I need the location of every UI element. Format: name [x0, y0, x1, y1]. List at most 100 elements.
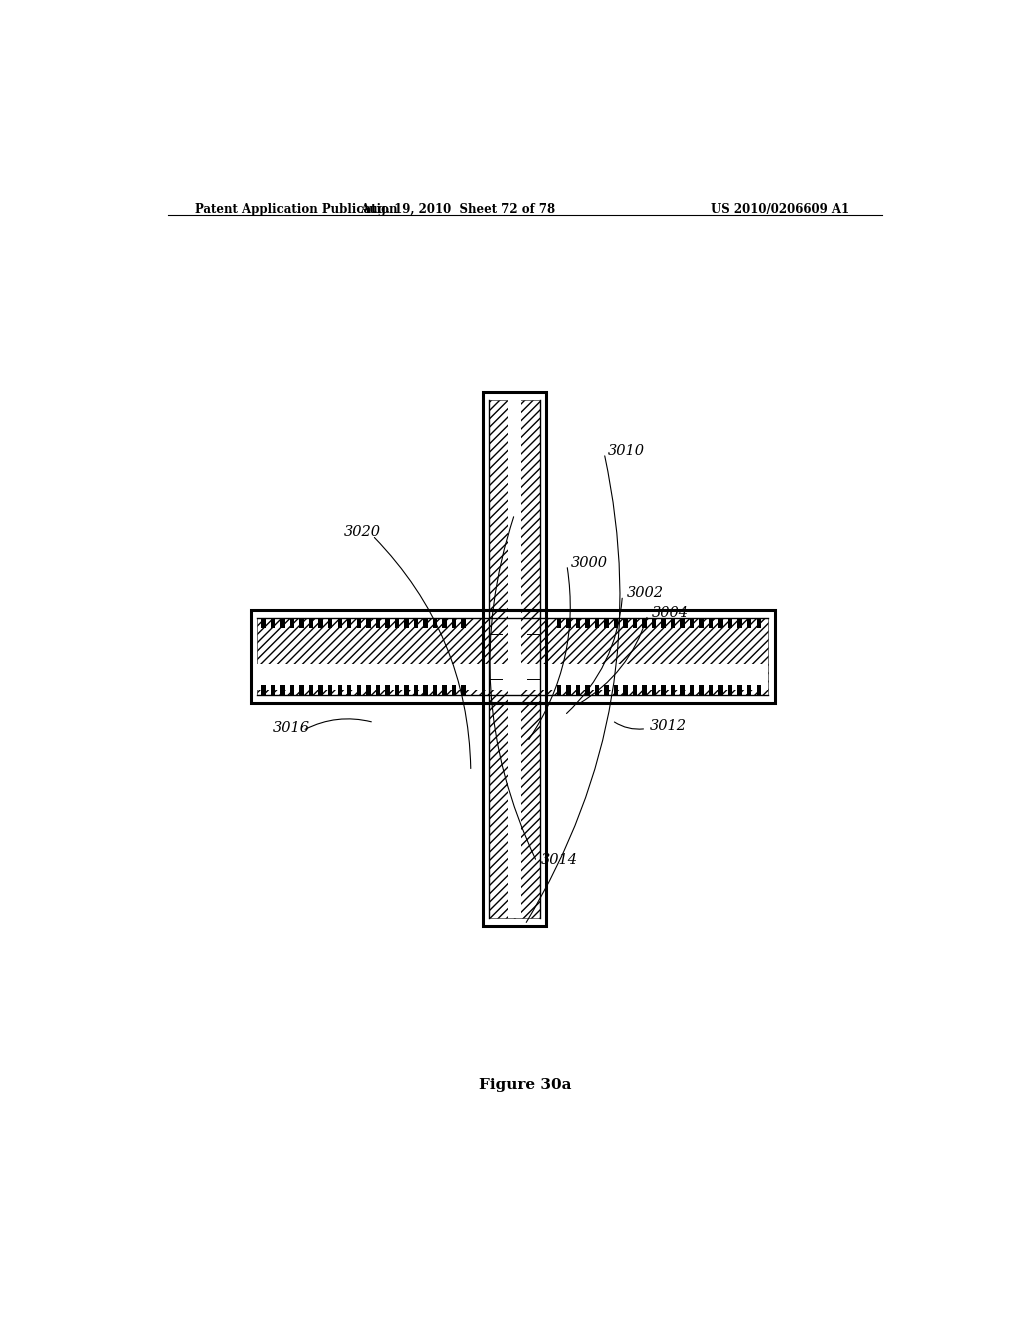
Text: 3004: 3004	[652, 606, 689, 619]
Bar	[290, 685, 294, 696]
Bar	[652, 685, 656, 696]
Bar	[585, 685, 590, 696]
Bar	[737, 685, 742, 696]
Bar	[309, 618, 313, 628]
Bar	[318, 685, 323, 696]
Bar	[338, 618, 342, 628]
Bar	[624, 618, 628, 628]
Bar	[376, 618, 380, 628]
Bar	[356, 685, 361, 696]
Bar	[414, 618, 418, 628]
Text: 3010: 3010	[608, 444, 645, 458]
Bar	[328, 685, 333, 696]
Bar	[595, 618, 599, 628]
Bar	[709, 618, 714, 628]
Bar	[575, 618, 580, 628]
Bar	[566, 618, 570, 628]
Bar	[642, 618, 647, 628]
Bar	[251, 610, 775, 704]
Bar	[299, 618, 304, 628]
Bar	[257, 618, 489, 696]
Bar	[462, 618, 466, 628]
Bar	[482, 704, 546, 925]
Text: 3020: 3020	[344, 525, 381, 540]
Bar	[404, 618, 409, 628]
Bar	[309, 685, 313, 696]
Bar	[394, 685, 399, 696]
Bar	[318, 618, 323, 628]
Bar	[257, 664, 768, 690]
Bar	[604, 618, 608, 628]
Bar	[270, 618, 275, 628]
Bar	[699, 685, 703, 696]
Text: 3002: 3002	[627, 586, 664, 601]
Bar	[367, 618, 371, 628]
Bar	[575, 685, 580, 696]
Bar	[757, 685, 761, 696]
Bar	[690, 685, 694, 696]
Bar	[394, 618, 399, 628]
Bar	[585, 618, 590, 628]
Bar	[270, 685, 275, 696]
Bar	[452, 618, 457, 628]
Bar	[356, 618, 361, 628]
Bar	[376, 685, 380, 696]
Text: 3016: 3016	[273, 721, 310, 735]
Bar	[728, 685, 732, 696]
Bar	[699, 618, 703, 628]
Bar	[613, 685, 618, 696]
Bar	[290, 618, 294, 628]
Bar	[652, 618, 656, 628]
Bar	[642, 685, 647, 696]
Bar	[557, 685, 561, 696]
Text: 3012: 3012	[650, 718, 687, 733]
Bar	[423, 685, 428, 696]
Bar	[662, 618, 666, 628]
Bar	[662, 685, 666, 696]
Bar	[385, 618, 389, 628]
Text: Patent Application Publication: Patent Application Publication	[196, 202, 398, 215]
Bar	[737, 618, 742, 628]
Bar	[404, 685, 409, 696]
Bar	[367, 685, 371, 696]
Text: US 2010/0206609 A1: US 2010/0206609 A1	[712, 202, 850, 215]
Bar	[709, 685, 714, 696]
Bar	[251, 610, 775, 704]
Bar	[748, 685, 752, 696]
Bar	[482, 392, 546, 925]
Text: Figure 30a: Figure 30a	[478, 1078, 571, 1093]
Bar	[680, 685, 685, 696]
Bar	[508, 400, 521, 917]
Bar	[347, 618, 351, 628]
Bar	[540, 618, 768, 696]
Bar	[442, 685, 446, 696]
Bar	[566, 685, 570, 696]
Bar	[719, 685, 723, 696]
Bar	[728, 618, 732, 628]
Bar	[281, 618, 285, 628]
Bar	[748, 618, 752, 628]
Bar	[347, 685, 351, 696]
Bar	[328, 618, 333, 628]
Bar	[633, 618, 637, 628]
Bar	[462, 685, 466, 696]
Bar	[613, 618, 618, 628]
Text: 3014: 3014	[541, 853, 578, 867]
Bar	[281, 685, 285, 696]
Bar	[757, 618, 761, 628]
Bar	[261, 685, 266, 696]
Text: 3000: 3000	[570, 556, 608, 570]
Bar	[489, 618, 540, 696]
Bar	[261, 618, 266, 628]
Bar	[452, 685, 457, 696]
Bar	[433, 685, 437, 696]
Bar	[595, 685, 599, 696]
Bar	[671, 685, 675, 696]
Bar	[433, 618, 437, 628]
Bar	[624, 685, 628, 696]
Bar	[604, 685, 608, 696]
Bar	[442, 618, 446, 628]
Bar	[385, 685, 389, 696]
Bar	[719, 618, 723, 628]
Bar	[299, 685, 304, 696]
